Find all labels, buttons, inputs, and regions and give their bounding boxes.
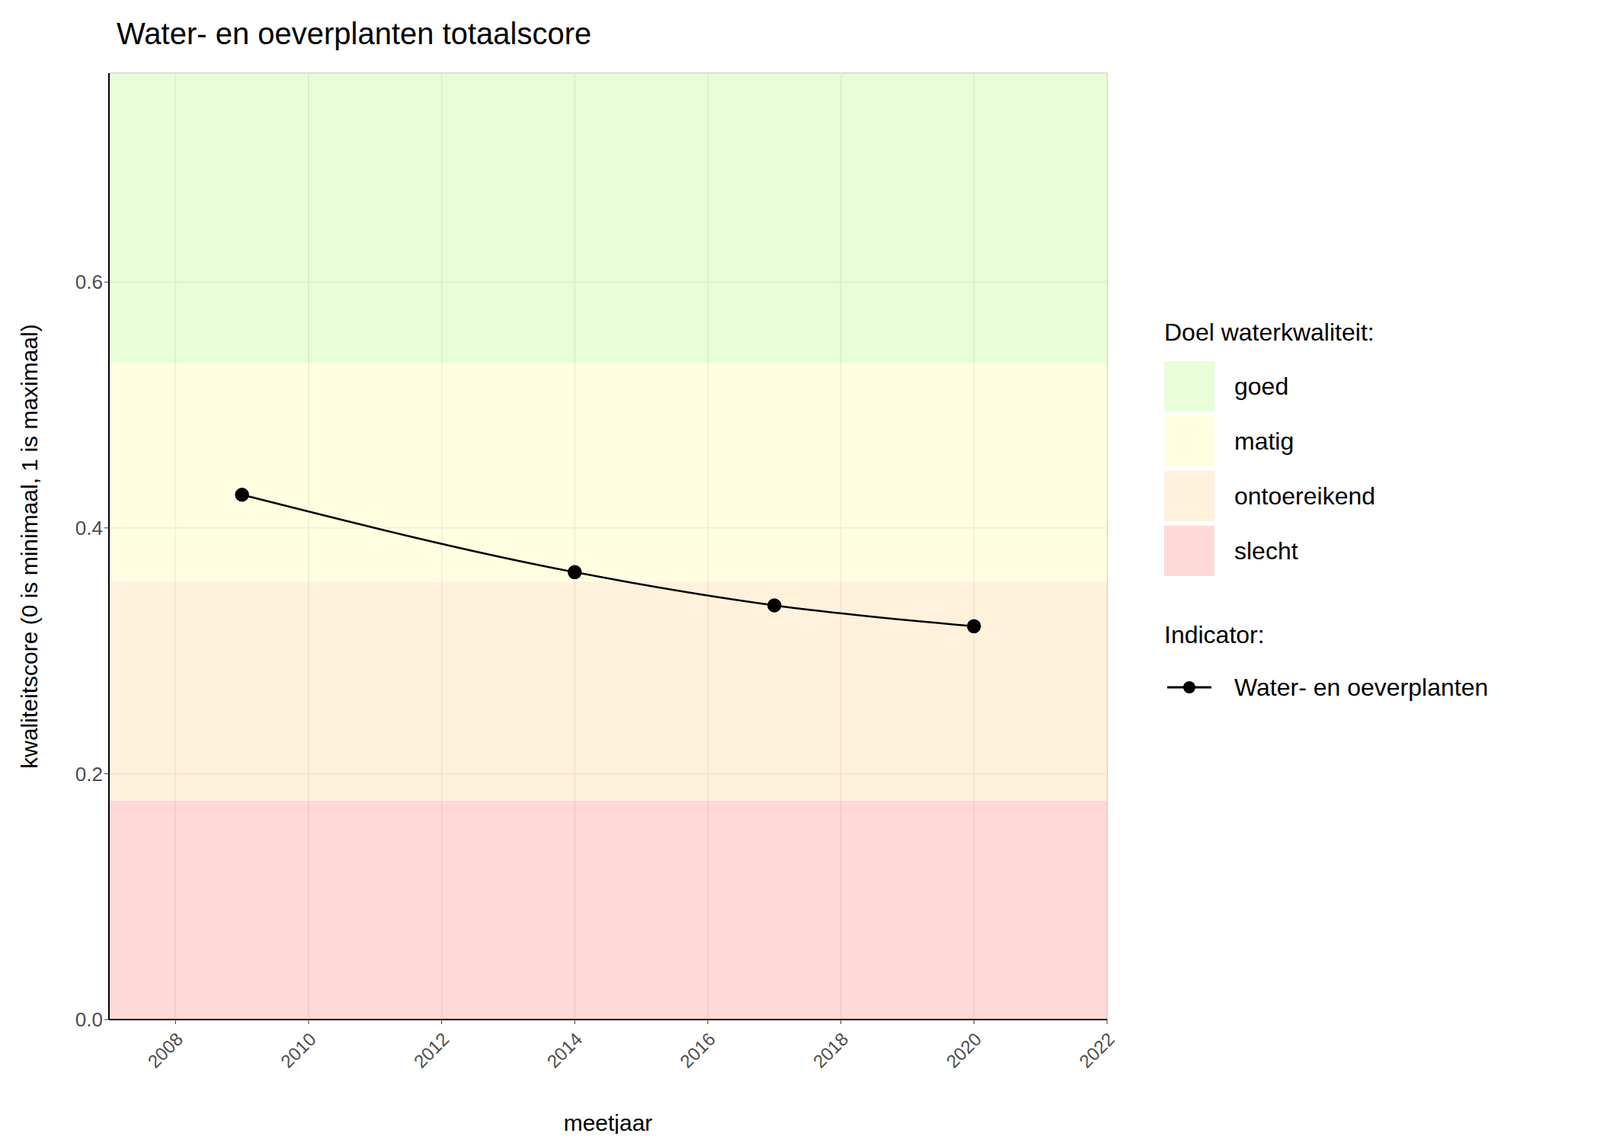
svg-text:meetjaar: meetjaar (563, 1110, 653, 1134)
svg-text:2010: 2010 (276, 1028, 320, 1072)
html-text:slecht: slecht (1234, 536, 1298, 565)
svg-text:0.4: 0.4 (75, 516, 103, 540)
svg-text:2008: 2008 (143, 1028, 187, 1072)
svg-text:2016: 2016 (675, 1028, 720, 1072)
svg-text:0.6: 0.6 (75, 270, 103, 294)
html-text:Indicator:: Indicator: (1164, 620, 1265, 649)
html-text:Doel waterkwaliteit:: Doel waterkwaliteit: (1164, 318, 1375, 346)
svg-text:2014: 2014 (542, 1028, 586, 1072)
html-text:Water- en oeverplanten: Water- en oeverplanten (1234, 673, 1489, 701)
html-text:matig: matig (1234, 427, 1294, 455)
svg-text:2012: 2012 (409, 1028, 454, 1072)
html-text:ontoereikend: ontoereikend (1234, 481, 1376, 510)
svg-text:0.0: 0.0 (75, 1008, 103, 1031)
html-text:Water- en oeverplanten totaals: Water- en oeverplanten totaalscore (116, 16, 592, 51)
svg-text:2018: 2018 (809, 1028, 853, 1072)
html-text:goed: goed (1234, 372, 1289, 400)
svg-text:kwaliteitscore (0 is minimaal,: kwaliteitscore (0 is minimaal, 1 is maxi… (16, 323, 42, 768)
svg-text:2020: 2020 (941, 1028, 986, 1072)
svg-text:2022: 2022 (1075, 1028, 1119, 1072)
svg-text:0.2: 0.2 (75, 762, 103, 786)
